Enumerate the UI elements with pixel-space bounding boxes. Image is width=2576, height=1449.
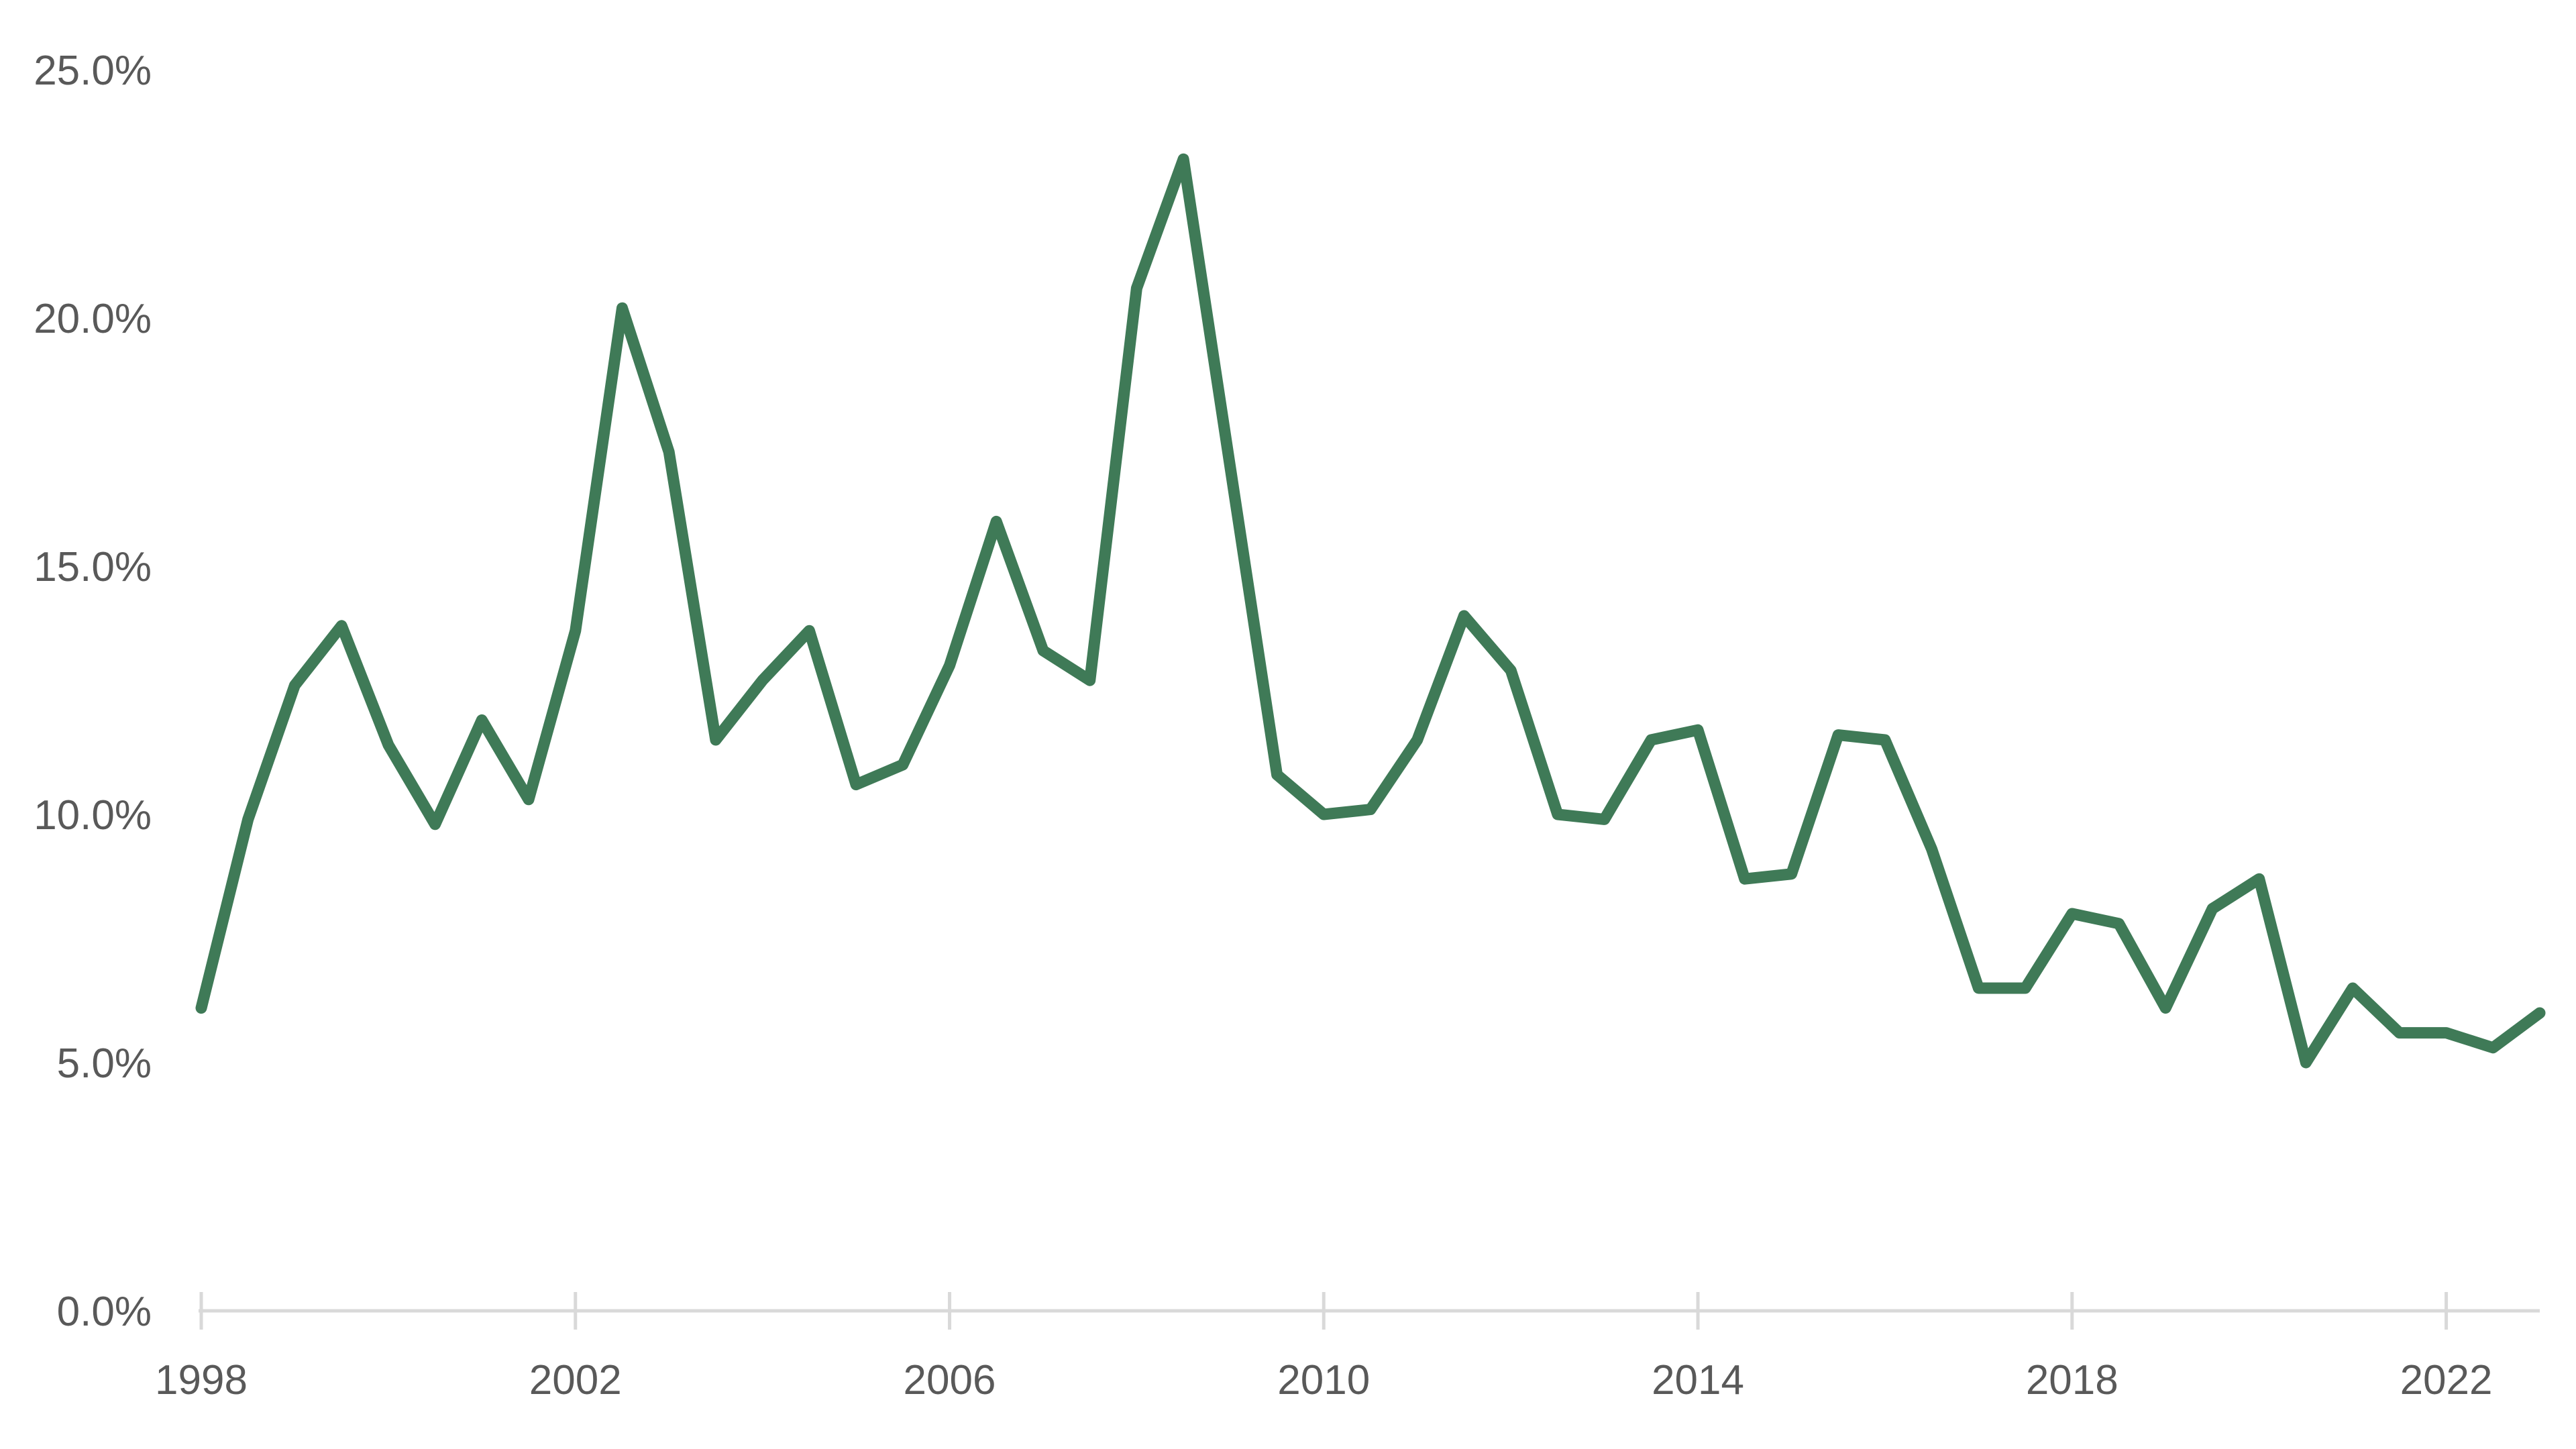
x-tick-label: 2018: [2026, 1357, 2118, 1403]
x-tick-label: 2002: [529, 1357, 622, 1403]
series-line: [195, 153, 2546, 1069]
y-tick-label: 25.0%: [34, 48, 152, 94]
y-tick-label: 5.0%: [57, 1040, 152, 1087]
y-tick-label: 0.0%: [57, 1289, 152, 1335]
y-tick-label: 15.0%: [34, 544, 152, 590]
y-tick-label: 20.0%: [34, 296, 152, 342]
x-tick-label: 2014: [1652, 1357, 1744, 1403]
x-axis: 1998 2002 2006 2010 2014 2018 2022: [155, 1292, 2540, 1403]
y-axis: 0.0% 5.0% 10.0% 15.0% 20.0% 25.0%: [34, 48, 152, 1335]
series-layer: [195, 153, 2546, 1069]
x-tick-label: 2010: [1277, 1357, 1370, 1403]
x-tick-label: 2022: [2400, 1357, 2493, 1403]
y-tick-label: 10.0%: [34, 792, 152, 839]
x-tick-label: 2006: [904, 1357, 996, 1403]
x-tick-label: 1998: [155, 1357, 248, 1403]
